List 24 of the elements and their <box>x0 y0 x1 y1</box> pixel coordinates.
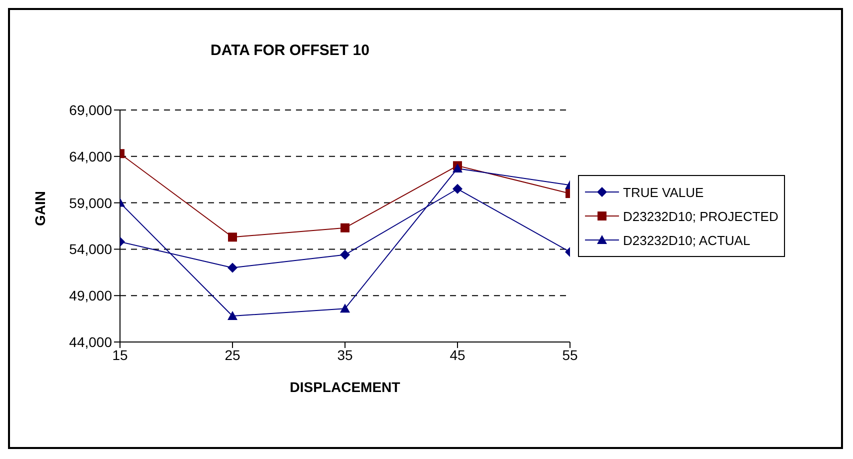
y-tick-label: 54,000 <box>69 241 112 258</box>
point <box>340 250 350 260</box>
point <box>228 311 238 320</box>
y-tick-label: 59,000 <box>69 194 112 211</box>
y-axis-title: GAIN <box>32 191 48 226</box>
point <box>340 223 350 232</box>
x-tick-label: 15 <box>112 346 128 363</box>
y-tick-label: 49,000 <box>69 288 112 304</box>
x-tick-label: 55 <box>562 346 578 363</box>
point <box>340 304 350 313</box>
chart-title: DATA FOR OFFSET 10 <box>210 42 370 59</box>
point <box>228 232 237 242</box>
point <box>228 262 238 273</box>
x-tick-label: 35 <box>337 346 353 363</box>
x-tick-label: 25 <box>224 346 240 363</box>
legend-label: D23232D10; PROJECTED <box>623 208 778 224</box>
x-axis-title: DISPLACEMENT <box>290 379 401 395</box>
y-tick-label: 64,000 <box>69 148 112 164</box>
y-tick-label: 69,000 <box>69 102 112 118</box>
point <box>452 184 462 194</box>
x-tick-label: 45 <box>450 346 466 363</box>
legend-label: D23232D10; ACTUAL <box>623 232 750 248</box>
legend-label: TRUE VALUE <box>623 184 704 200</box>
y-tick-label: 44,000 <box>69 334 112 350</box>
